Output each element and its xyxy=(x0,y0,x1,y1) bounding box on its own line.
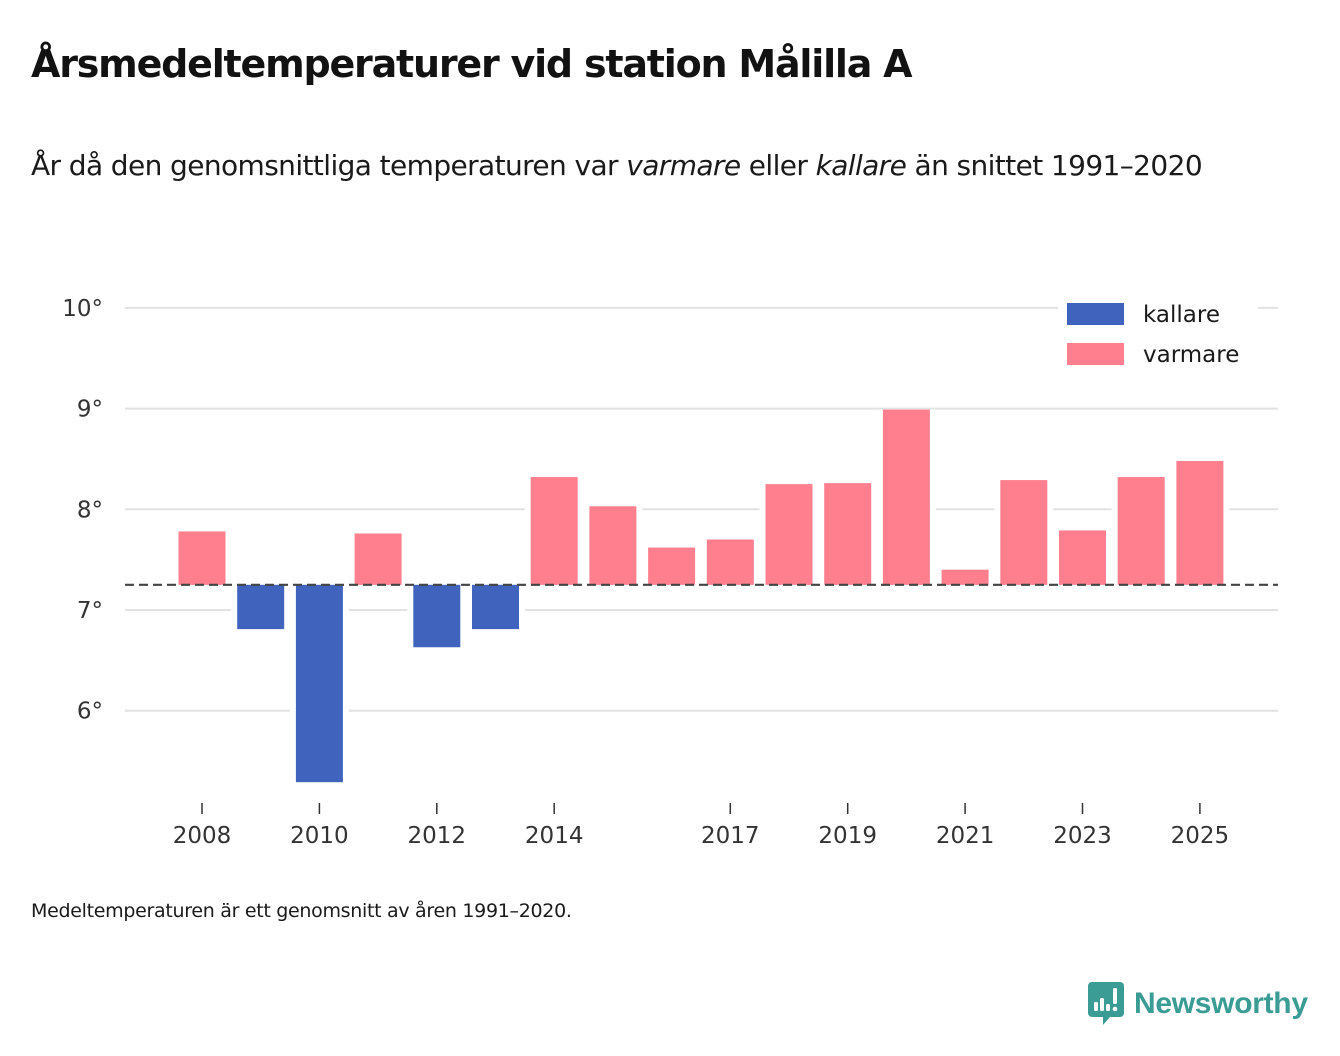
subtitle-text-2: eller xyxy=(740,149,816,182)
footnote: Medeltemperaturen är ett genomsnitt av å… xyxy=(31,900,572,922)
y-tick-label: 6° xyxy=(77,699,103,725)
bar-2018 xyxy=(765,484,813,585)
bar-2014 xyxy=(530,477,578,585)
subtitle-emphasis-colder: kallare xyxy=(815,149,907,182)
y-tick-label: 10° xyxy=(62,296,103,322)
x-tick-label: 2010 xyxy=(290,823,349,849)
x-tick-label: 2008 xyxy=(173,823,232,849)
bar-2017 xyxy=(706,539,754,585)
x-tick-label: 2014 xyxy=(525,823,584,849)
bar-2013 xyxy=(472,584,519,630)
bar-2008 xyxy=(178,531,226,585)
y-tick-label: 8° xyxy=(77,497,103,523)
subtitle-text-3: än snittet 1991–2020 xyxy=(906,149,1203,182)
bar-chart: 6° 7° 8° 9° 10° 2008 2010 2012 2014 2017 2019 2021… xyxy=(62,294,1278,849)
y-tick-label: 7° xyxy=(77,598,103,624)
bar-2016 xyxy=(648,547,696,585)
bar-2022 xyxy=(1000,480,1048,585)
legend-swatch-kallare xyxy=(1067,303,1124,325)
newsworthy-logo-icon xyxy=(1088,982,1124,1025)
newsworthy-brand[interactable]: Newsworthy xyxy=(1088,982,1308,1026)
bar-2010 xyxy=(295,584,343,783)
bar-2015 xyxy=(589,506,637,585)
bar-2021 xyxy=(941,569,989,585)
bar-2023 xyxy=(1059,530,1106,585)
brand-name[interactable]: Newsworthy xyxy=(1134,987,1308,1020)
bar-2020 xyxy=(882,409,930,585)
x-tick-label: 2023 xyxy=(1053,823,1112,849)
bar-2024 xyxy=(1117,477,1165,585)
x-tick-label: 2019 xyxy=(818,823,877,849)
y-tick-label: 9° xyxy=(77,397,103,423)
x-tick-label: 2025 xyxy=(1171,823,1230,849)
subtitle-emphasis-warmer: varmare xyxy=(626,149,741,182)
x-tick-label: 2017 xyxy=(701,823,760,849)
bar-2009 xyxy=(237,584,285,630)
chart-title: Årsmedeltemperaturer vid station Målilla… xyxy=(31,42,913,86)
bar-2011 xyxy=(354,533,402,585)
y-axis-labels: 6° 7° 8° 9° 10° xyxy=(62,296,103,725)
bars xyxy=(172,409,1230,783)
bar-2012 xyxy=(413,584,461,648)
subtitle-text-1: År då den genomsnittliga temperaturen va… xyxy=(31,149,627,182)
legend-swatch-varmare xyxy=(1067,343,1124,365)
legend-label-varmare: varmare xyxy=(1143,342,1239,368)
chart-subtitle: År då den genomsnittliga temperaturen va… xyxy=(31,143,1231,189)
legend-label-kallare: kallare xyxy=(1143,302,1220,328)
bar-2019 xyxy=(824,483,872,585)
bar-2025 xyxy=(1176,460,1224,585)
legend: kallare varmare xyxy=(1058,294,1258,376)
x-tick-label: 2012 xyxy=(408,823,467,849)
x-axis-ticks: 2008 2010 2012 2014 2017 2019 2021 2023 2025 xyxy=(173,803,1229,849)
x-tick-label: 2021 xyxy=(936,823,995,849)
